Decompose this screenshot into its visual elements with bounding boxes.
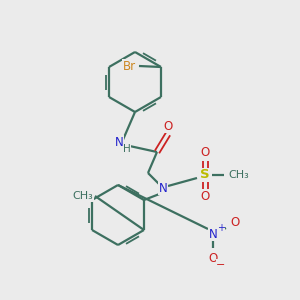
Text: CH₃: CH₃ [73,191,93,201]
Text: O: O [208,251,217,265]
Text: O: O [230,215,240,229]
Text: O: O [200,190,210,203]
Text: N: N [115,136,123,148]
Text: CH₃: CH₃ [229,170,249,180]
Text: −: − [216,260,226,270]
Text: N: N [208,227,217,241]
Text: N: N [159,182,167,194]
Text: O: O [164,119,172,133]
Text: H: H [123,144,131,154]
Text: Br: Br [122,59,136,73]
Text: S: S [200,169,210,182]
Text: +: + [217,223,225,233]
Text: O: O [200,146,210,160]
